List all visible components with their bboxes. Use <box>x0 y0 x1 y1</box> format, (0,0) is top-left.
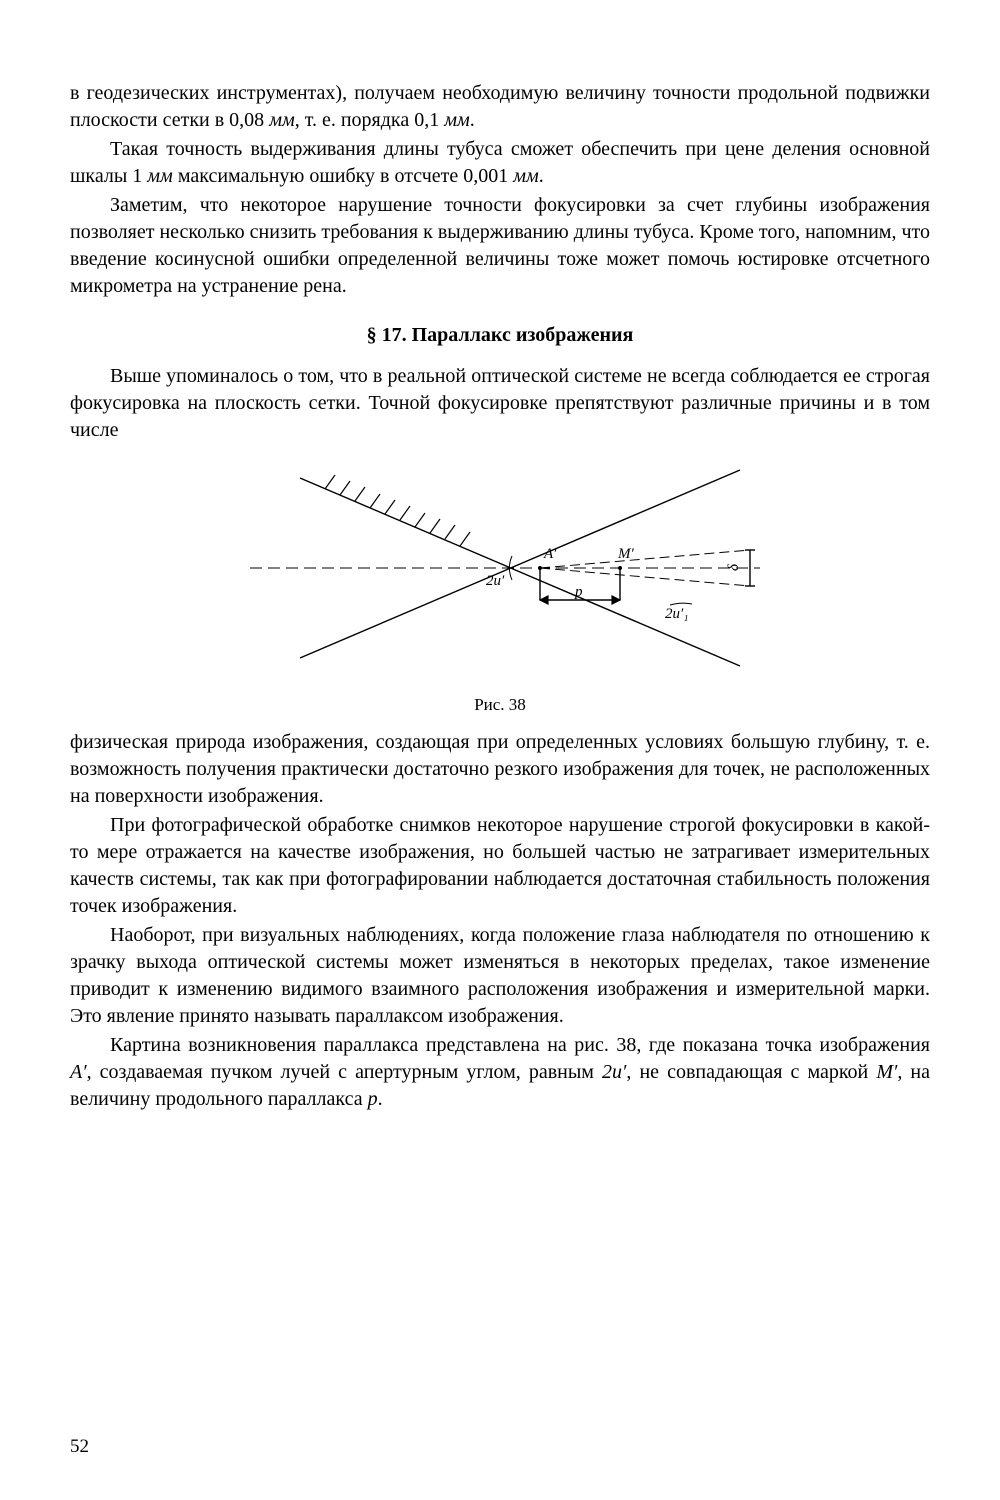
figure-38: A′ M′ 2u′ 2u′₁ p δ Рис. 38 <box>70 458 930 717</box>
label-2u1: 2u′₁ <box>665 606 689 622</box>
text: в геодезических инструментах), получаем … <box>70 82 930 131</box>
paragraph-5: физическая природа изображения, создающа… <box>70 729 930 810</box>
point-A <box>538 566 542 570</box>
label-p: p <box>574 584 583 600</box>
ray-dashed-upper <box>540 550 750 568</box>
var-2u: 2u′ <box>602 1061 626 1083</box>
text: максимальную ошибку в отсчете 0,001 <box>173 165 513 187</box>
label-2u: 2u′ <box>486 573 505 589</box>
unit-mm: мм <box>269 109 295 131</box>
label-M: M′ <box>617 546 634 562</box>
paragraph-3: Заметим, что некоторое нарушение точност… <box>70 192 930 300</box>
hatch-marks <box>325 475 470 546</box>
paragraph-8: Картина возникновения параллакса предста… <box>70 1032 930 1113</box>
label-A: A′ <box>543 546 557 562</box>
text: . <box>470 109 475 131</box>
paragraph-2: Такая точность выдерживания длины тубуса… <box>70 136 930 190</box>
unit-mm: мм <box>147 165 173 187</box>
unit-mm: мм <box>444 109 470 131</box>
figure-svg: A′ M′ 2u′ 2u′₁ p δ <box>240 458 760 688</box>
var-M: M′ <box>876 1061 897 1083</box>
paragraph-6: При фотографической обработке снимков не… <box>70 812 930 920</box>
text: Картина возникновения параллакса предста… <box>110 1034 930 1056</box>
text: . <box>539 165 544 187</box>
point-M <box>618 566 622 570</box>
text: , создаваемая пучком лучей с апертурным … <box>87 1061 602 1083</box>
var-A: A′ <box>70 1061 87 1083</box>
ray-upper <box>300 478 740 666</box>
unit-mm: мм <box>513 165 539 187</box>
ray-lower <box>300 470 740 658</box>
text: . <box>378 1088 383 1110</box>
angle-arc-2u1 <box>670 603 692 605</box>
page-number: 52 <box>70 1434 89 1460</box>
paragraph-7: Наоборот, при визуальных наблюдениях, ко… <box>70 922 930 1030</box>
p-arrow-left <box>540 596 548 604</box>
p-arrow-right <box>612 596 620 604</box>
ray-dashed-lower <box>540 568 750 586</box>
section-title: § 17. Параллакс изображения <box>70 322 930 349</box>
paragraph-1: в геодезических инструментах), получаем … <box>70 80 930 134</box>
text: , не совпадающая с маркой <box>626 1061 876 1083</box>
figure-caption: Рис. 38 <box>70 694 930 717</box>
paragraph-4: Выше упоминалось о том, что в реальной о… <box>70 363 930 444</box>
var-p: p <box>368 1088 378 1110</box>
text: , т. е. порядка 0,1 <box>295 109 444 131</box>
label-delta: δ <box>726 563 742 571</box>
